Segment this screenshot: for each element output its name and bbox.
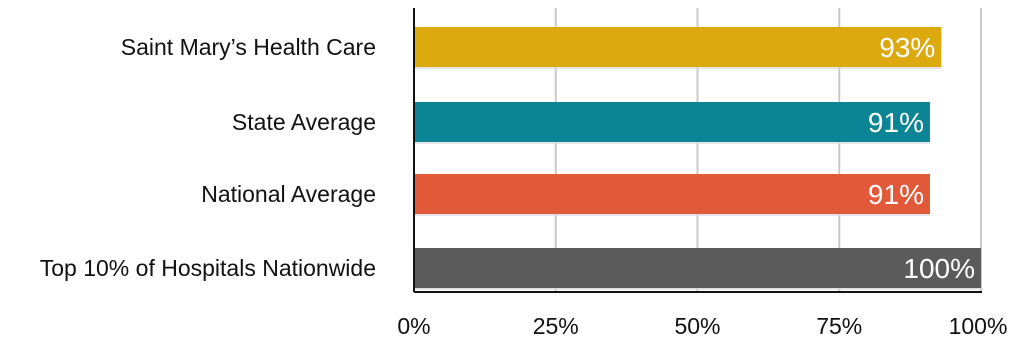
bar-value-label: 100% xyxy=(903,253,975,284)
labels: 93% Saint Mary’s Health Care 91% State Aver… xyxy=(40,32,1008,339)
category-label: State Average xyxy=(232,109,376,135)
x-tick-label: 0% xyxy=(397,313,430,339)
x-tick-label: 50% xyxy=(674,313,720,339)
bar xyxy=(414,174,930,214)
bar-value-label: 93% xyxy=(879,32,935,63)
bar-value-label: 91% xyxy=(868,179,924,210)
bar-value-label: 91% xyxy=(868,107,924,138)
bar xyxy=(414,248,981,288)
x-tick-label: 75% xyxy=(816,313,862,339)
category-label: National Average xyxy=(201,181,376,207)
bar xyxy=(414,27,942,67)
x-tick-label: 100% xyxy=(949,313,1008,339)
axes xyxy=(413,8,982,293)
bar xyxy=(414,102,930,142)
x-tick-label: 25% xyxy=(533,313,579,339)
category-label: Saint Mary’s Health Care xyxy=(121,34,376,60)
bars xyxy=(414,27,981,290)
category-label: Top 10% of Hospitals Nationwide xyxy=(40,255,376,281)
